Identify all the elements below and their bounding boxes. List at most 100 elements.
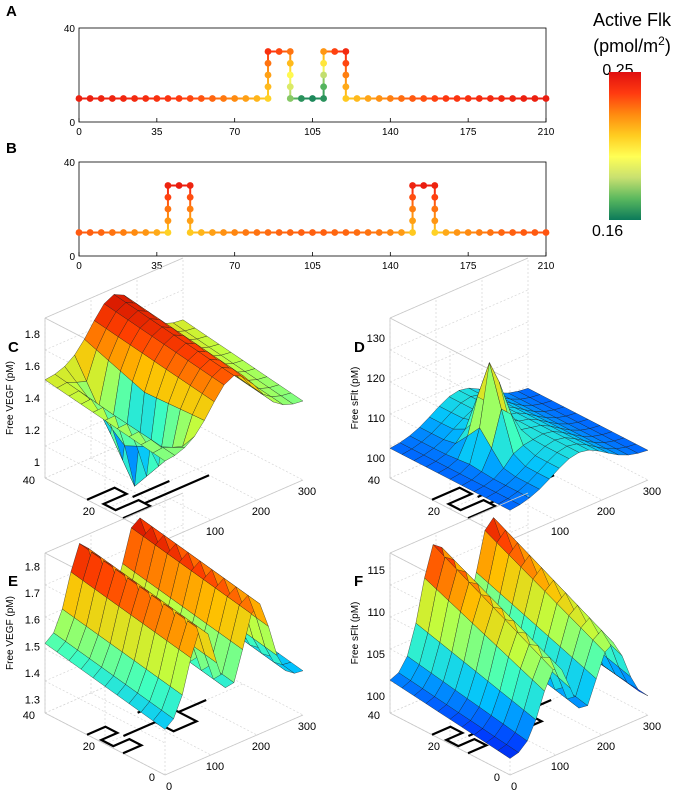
f-grid-line xyxy=(527,652,649,716)
panel-a: A 0 35 70 105 140 175 210 0 40 xyxy=(6,3,555,138)
b-point xyxy=(431,205,439,213)
a-point xyxy=(320,48,328,55)
b-point xyxy=(409,182,416,189)
a-point xyxy=(442,95,450,102)
b-xtick-label: 70 xyxy=(229,261,241,272)
d-ytick-label: 20 xyxy=(428,506,440,518)
colorbar: Active Flk (pmol/m2) 0.25 0.16 xyxy=(592,10,672,240)
a-point xyxy=(542,95,550,102)
b-point xyxy=(520,229,528,236)
f-xtick-label: 300 xyxy=(643,721,661,733)
a-point xyxy=(286,48,294,55)
a-xtick-label: 210 xyxy=(538,127,555,138)
f-xtick-label: 200 xyxy=(597,741,615,753)
a-point xyxy=(253,95,261,102)
colorbar-min-label: 0.16 xyxy=(592,223,623,240)
a-point xyxy=(531,95,539,102)
d-ztick-label: 130 xyxy=(367,333,385,345)
b-xtick-label: 140 xyxy=(382,261,399,272)
a-point xyxy=(97,95,105,102)
b-point xyxy=(542,229,550,236)
d-xtick-label: 100 xyxy=(551,526,569,538)
a-point xyxy=(286,59,294,67)
b-point xyxy=(253,229,261,236)
a-point xyxy=(498,95,505,102)
e-grid-line xyxy=(90,692,212,756)
b-xtick-label: 210 xyxy=(538,261,555,272)
c-grid-line xyxy=(90,457,212,521)
d-surface xyxy=(389,362,649,511)
d-frame-edge xyxy=(509,479,649,541)
b-point xyxy=(375,229,383,236)
panel-c-letter: C xyxy=(8,339,19,356)
f-ztick-label: 105 xyxy=(367,649,385,661)
c-xtick-label: 300 xyxy=(298,486,316,498)
b-point xyxy=(409,217,416,225)
b-point xyxy=(108,229,116,236)
b-point xyxy=(386,229,394,236)
b-point xyxy=(142,229,150,236)
c-vessel-network xyxy=(86,474,210,520)
b-point xyxy=(186,217,194,225)
b-point xyxy=(86,229,94,236)
e-xtick-label: 100 xyxy=(206,761,224,773)
panel-b-ticks: 0 35 70 105 140 175 210 0 40 xyxy=(64,158,555,272)
a-xtick-label: 35 xyxy=(151,127,163,138)
b-point xyxy=(364,229,372,236)
b-point xyxy=(164,217,172,225)
f-ztick-label: 110 xyxy=(367,607,385,619)
e-xtick-label: 200 xyxy=(252,741,270,753)
e-grid-line xyxy=(44,680,166,744)
b-point xyxy=(353,229,361,236)
a-point xyxy=(153,95,161,102)
colorbar-title-line2: (pmol/m2) xyxy=(593,34,671,56)
d-grid-line xyxy=(389,321,529,383)
d-grid-line xyxy=(389,353,529,415)
d-ztick-label: 100 xyxy=(367,453,385,465)
a-point xyxy=(331,48,339,55)
c-xtick-label: 200 xyxy=(252,506,270,518)
a-point xyxy=(453,95,461,102)
b-ytick-label: 0 xyxy=(69,252,75,263)
b-point xyxy=(487,229,494,236)
d-grid-line xyxy=(527,417,649,481)
c-grid-line xyxy=(44,445,166,509)
b-point xyxy=(331,229,339,236)
e-vessel xyxy=(122,720,157,738)
d-ztick-label: 110 xyxy=(367,413,385,425)
panel-b-letter: B xyxy=(6,140,17,157)
e-ztick-label: 1.3 xyxy=(25,695,40,707)
b-point xyxy=(209,229,216,236)
a-point xyxy=(420,95,428,102)
d-frame-edge xyxy=(389,257,529,319)
b-point xyxy=(509,229,517,236)
a-point xyxy=(475,95,483,102)
c-ztick-label: 1.6 xyxy=(25,361,40,373)
a-point xyxy=(320,71,328,79)
b-point xyxy=(197,229,205,236)
a-point xyxy=(386,95,394,102)
b-point xyxy=(286,229,294,236)
a-point xyxy=(220,95,227,102)
panel-b-points xyxy=(75,182,550,236)
e-zlabel: Free VEGF (pM) xyxy=(5,596,16,670)
b-point xyxy=(220,229,227,236)
f-frame-edge xyxy=(389,492,529,554)
a-point xyxy=(264,71,272,79)
c-frame-edge xyxy=(164,479,304,541)
c-vessel xyxy=(86,486,154,520)
e-ztick-label: 1.5 xyxy=(25,641,40,653)
f-zlabel: Free sFlt (pM) xyxy=(350,602,361,665)
a-point xyxy=(353,95,361,102)
d-ytick-label: 40 xyxy=(368,475,380,487)
panel-e: E 0 100 200 300 0 20 40 1.3 1.4 1.5 1.6 1.7 1.8 Free … xyxy=(5,492,316,793)
b-point xyxy=(231,229,239,236)
e-tick-labels: 0 100 200 300 0 20 40 1.3 1.4 1.5 1.6 1.7 1.8 Free VE… xyxy=(5,561,316,793)
b-point xyxy=(264,229,272,236)
e-surface xyxy=(44,517,304,730)
b-point xyxy=(186,182,194,189)
d-zlabel: Free sFlt (pM) xyxy=(350,367,361,430)
f-ztick-label: 100 xyxy=(367,691,385,703)
b-point xyxy=(431,229,439,236)
